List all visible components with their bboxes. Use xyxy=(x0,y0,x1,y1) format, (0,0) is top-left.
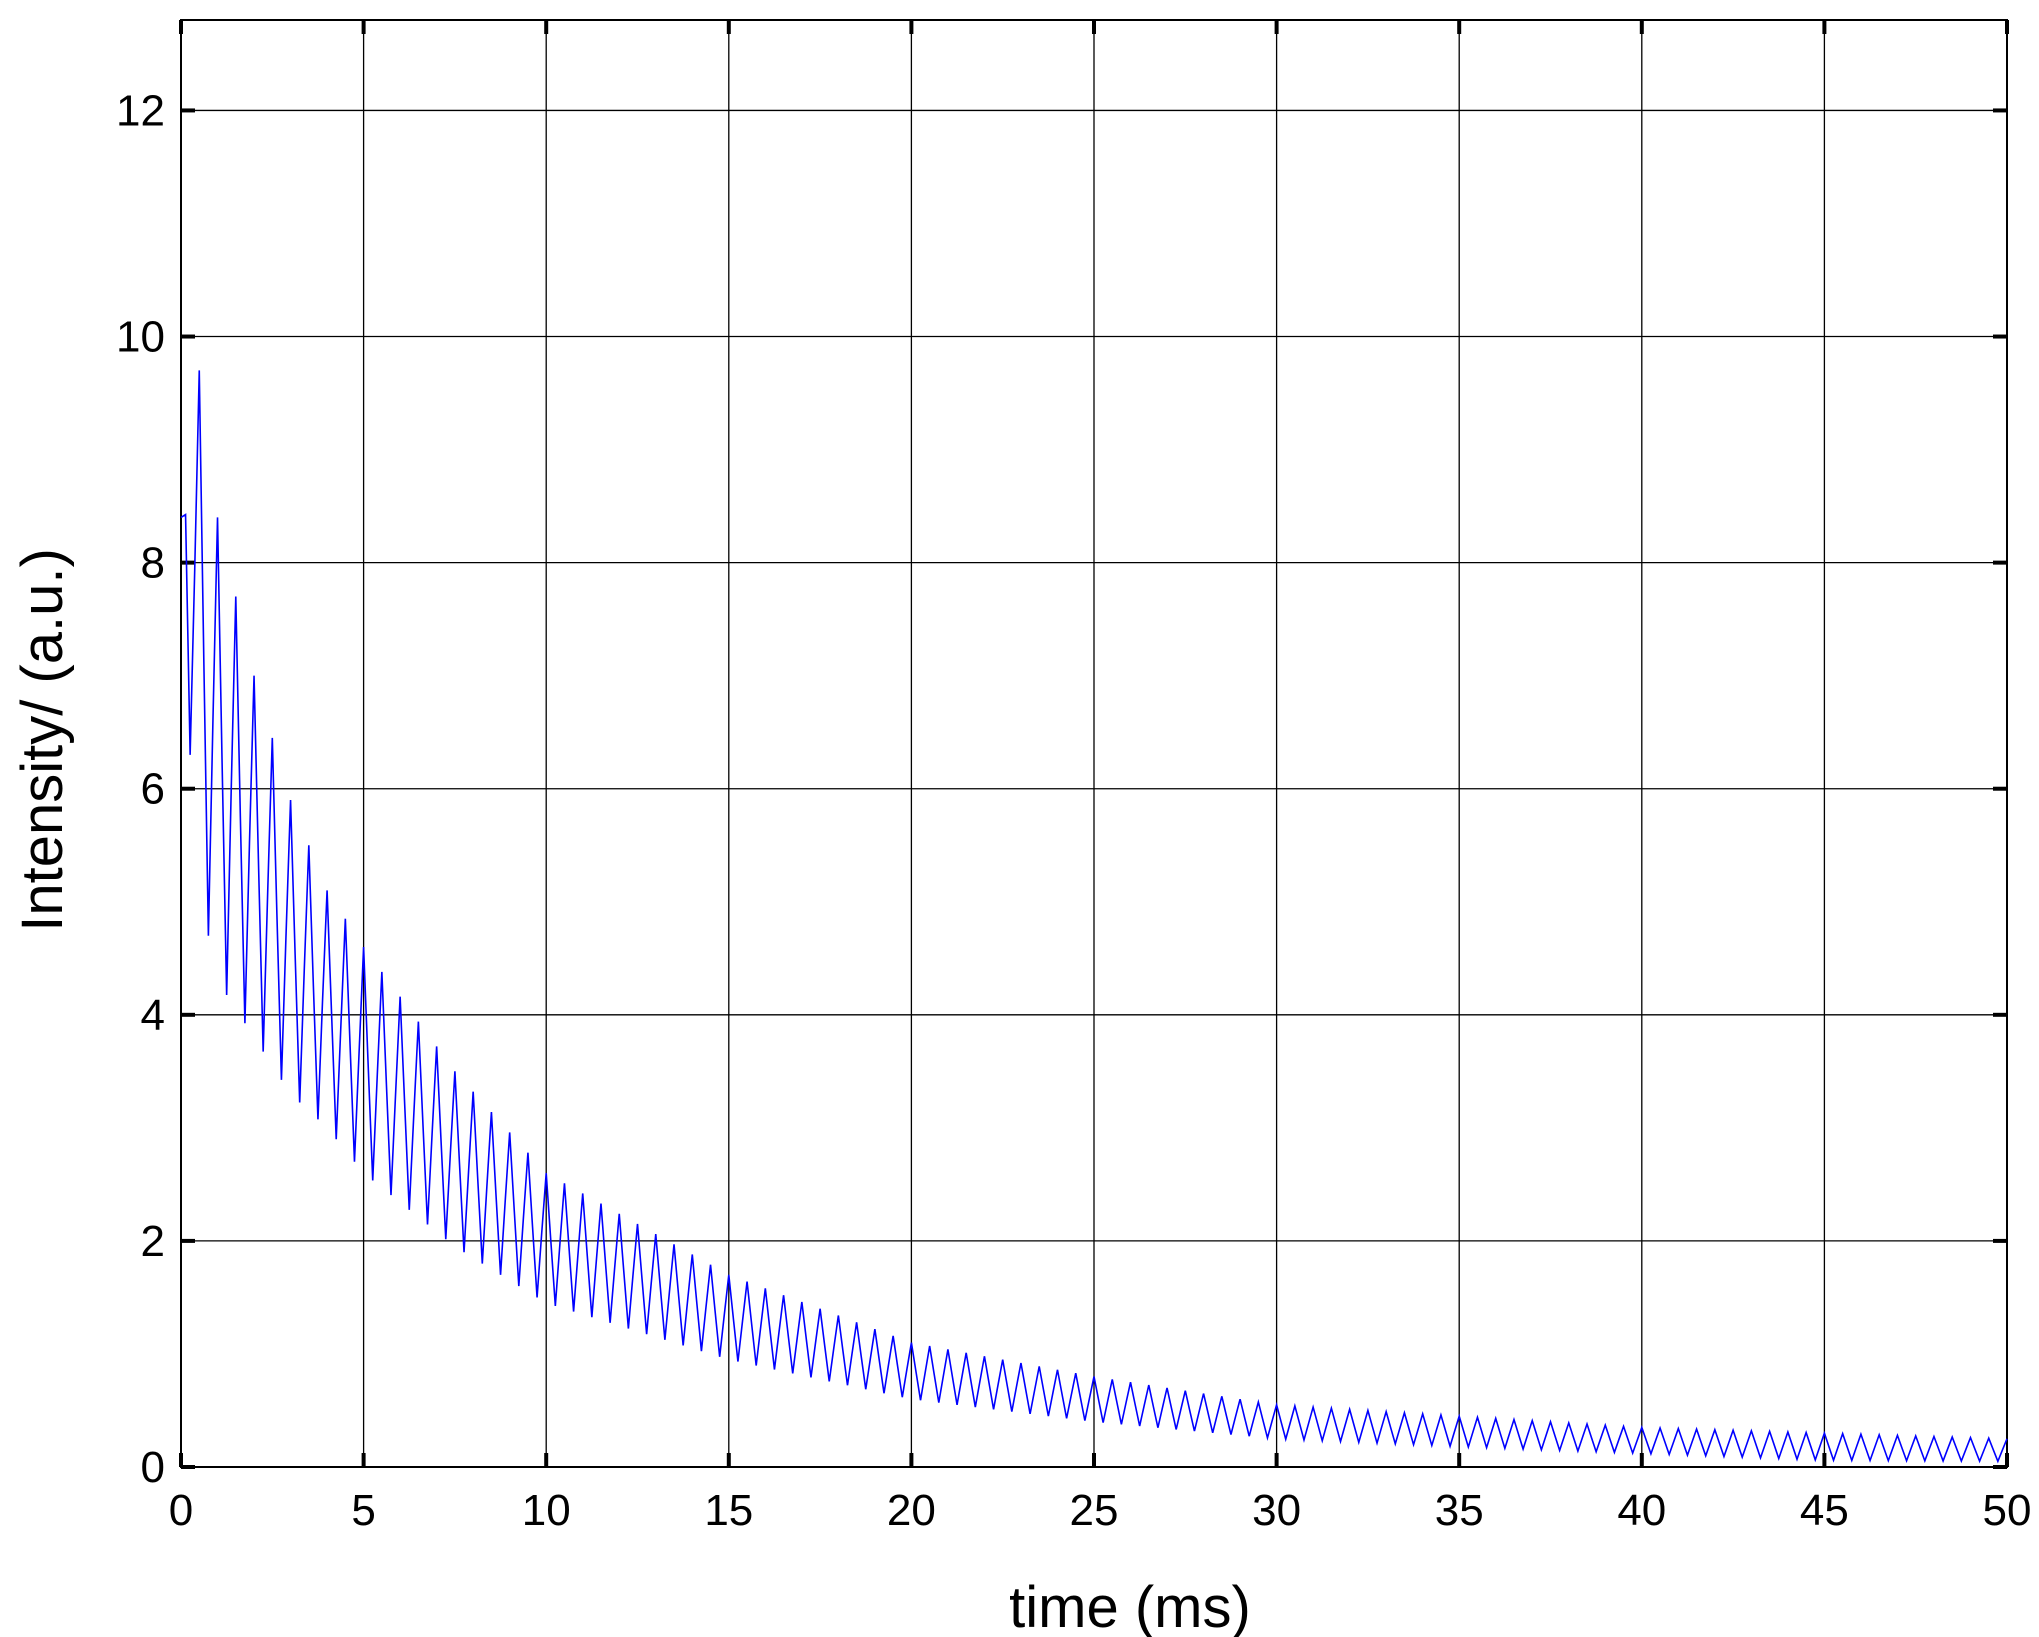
y-tick-label: 2 xyxy=(141,1217,165,1266)
x-tick-label: 30 xyxy=(1252,1486,1301,1535)
y-tick-label: 8 xyxy=(141,539,165,588)
x-tick-label: 40 xyxy=(1617,1486,1666,1535)
series-line xyxy=(180,370,2008,1464)
x-tick-label: 45 xyxy=(1800,1486,1849,1535)
x-tick-labels: 0 5 10 15 20 25 30 35 40 45 50 xyxy=(169,1486,2032,1535)
y-tick-labels: 0 2 4 6 8 10 12 xyxy=(116,86,165,1492)
y-tick-label: 0 xyxy=(141,1443,165,1492)
y-tick-label: 4 xyxy=(141,991,165,1040)
y-tick-label: 6 xyxy=(141,765,165,814)
x-axis-label: time (ms) xyxy=(1009,1575,1251,1637)
x-tick-label: 50 xyxy=(1983,1486,2032,1535)
x-tick-label: 15 xyxy=(704,1486,753,1535)
x-tick-label: 5 xyxy=(351,1486,375,1535)
y-axis-label: Intensity/ (a.u.) xyxy=(10,548,75,932)
x-tick-label: 20 xyxy=(887,1486,936,1535)
x-tick-label: 25 xyxy=(1070,1486,1119,1535)
x-tick-label: 10 xyxy=(522,1486,571,1535)
x-tick-label: 35 xyxy=(1435,1486,1484,1535)
x-tick-label: 0 xyxy=(169,1486,193,1535)
grid-lines xyxy=(181,20,2007,1467)
y-tick-label: 12 xyxy=(116,86,165,135)
y-tick-label: 10 xyxy=(116,313,165,362)
axis-ticks xyxy=(179,20,2009,1469)
series-group xyxy=(180,370,2008,1464)
